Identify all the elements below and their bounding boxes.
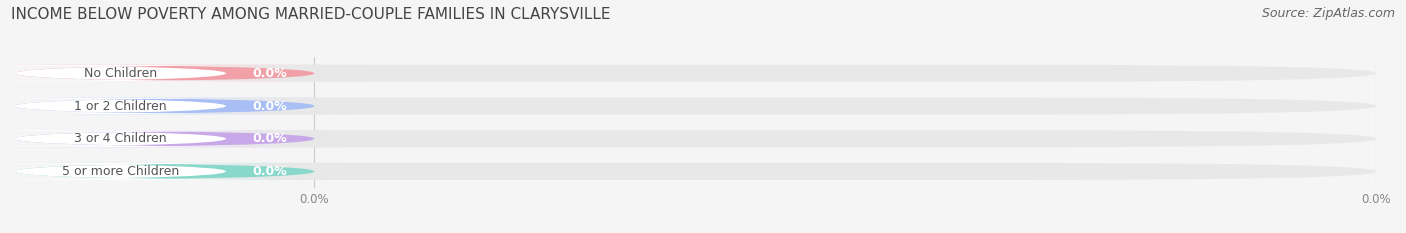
FancyBboxPatch shape (0, 130, 368, 147)
FancyBboxPatch shape (15, 65, 1376, 82)
Text: 0.0%: 0.0% (253, 99, 288, 113)
FancyBboxPatch shape (0, 65, 368, 82)
Text: No Children: No Children (84, 67, 157, 80)
FancyBboxPatch shape (0, 97, 368, 114)
FancyBboxPatch shape (0, 65, 368, 82)
FancyBboxPatch shape (0, 163, 368, 180)
Text: 1 or 2 Children: 1 or 2 Children (75, 99, 167, 113)
Text: 0.0%: 0.0% (253, 67, 288, 80)
Text: Source: ZipAtlas.com: Source: ZipAtlas.com (1261, 7, 1395, 20)
FancyBboxPatch shape (0, 130, 368, 147)
FancyBboxPatch shape (15, 130, 1376, 147)
Text: 0.0%: 0.0% (253, 165, 288, 178)
Text: 0.0%: 0.0% (253, 132, 288, 145)
FancyBboxPatch shape (15, 97, 1376, 114)
Text: 3 or 4 Children: 3 or 4 Children (75, 132, 167, 145)
FancyBboxPatch shape (0, 97, 368, 114)
Text: 5 or more Children: 5 or more Children (62, 165, 179, 178)
FancyBboxPatch shape (15, 163, 1376, 180)
Text: INCOME BELOW POVERTY AMONG MARRIED-COUPLE FAMILIES IN CLARYSVILLE: INCOME BELOW POVERTY AMONG MARRIED-COUPL… (11, 7, 610, 22)
FancyBboxPatch shape (0, 163, 368, 180)
